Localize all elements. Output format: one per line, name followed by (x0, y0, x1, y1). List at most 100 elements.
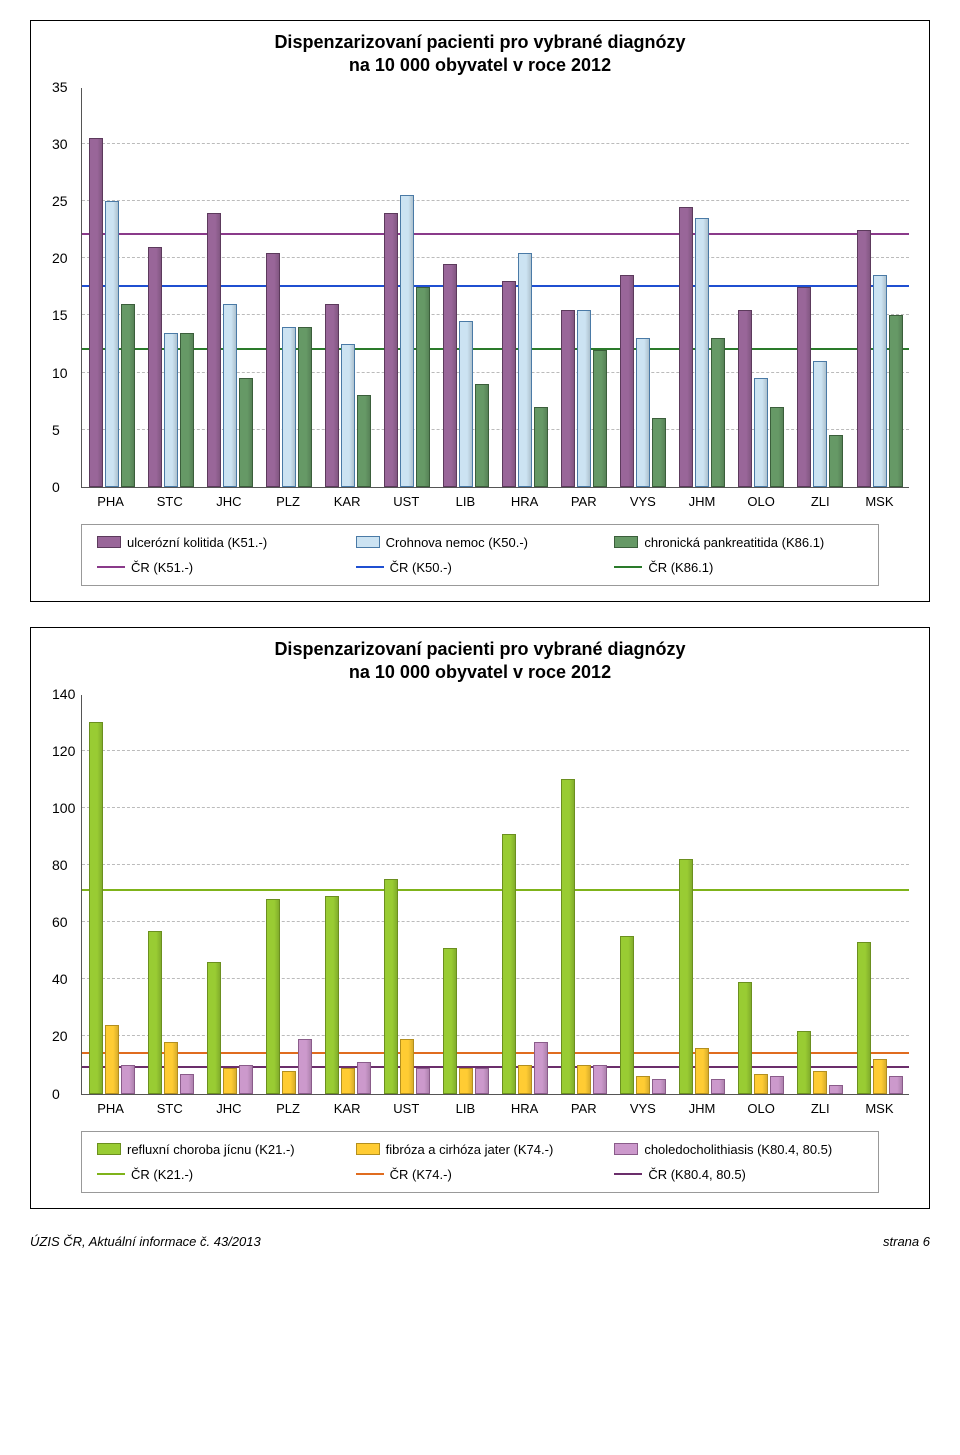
bar (357, 1062, 371, 1093)
bar-group (82, 695, 141, 1094)
bar (577, 1065, 591, 1094)
y-tick-label: 0 (52, 479, 60, 495)
legend-label: choledocholithiasis (K80.4, 80.5) (644, 1142, 832, 1157)
bar (239, 1065, 253, 1094)
y-tick-label: 120 (52, 743, 75, 759)
bar (889, 1076, 903, 1093)
bar (89, 138, 103, 487)
footer-right: strana 6 (883, 1234, 930, 1249)
bar (148, 247, 162, 487)
legend-item: ČR (K50.-) (356, 560, 605, 575)
bar (636, 338, 650, 487)
legend-label: ČR (K86.1) (648, 560, 713, 575)
bar (561, 310, 575, 487)
bar-group (850, 695, 909, 1094)
bar (502, 281, 516, 487)
bar (384, 879, 398, 1093)
legend-swatch-icon (356, 536, 380, 548)
chart-1-title: Dispenzarizovaní pacienti pro vybrané di… (46, 31, 914, 78)
bars-row (82, 695, 909, 1094)
x-tick-label: HRA (495, 1101, 554, 1116)
bar (593, 350, 607, 487)
bar (89, 722, 103, 1093)
chart-1-x-labels: PHASTCJHCPLZKARUSTLIBHRAPARVYSJHMOLOZLIM… (81, 494, 909, 509)
bar-group (555, 88, 614, 487)
bar-group (436, 695, 495, 1094)
legend-item: chronická pankreatitida (K86.1) (614, 535, 863, 550)
legend-label: ulcerózní kolitida (K51.-) (127, 535, 267, 550)
x-tick-label: LIB (436, 1101, 495, 1116)
y-tick-label: 30 (52, 136, 68, 152)
bar (797, 1031, 811, 1094)
bar (282, 1071, 296, 1094)
legend-label: Crohnova nemoc (K50.-) (386, 535, 528, 550)
bar (738, 982, 752, 1093)
legend-label: chronická pankreatitida (K86.1) (644, 535, 824, 550)
y-tick-label: 25 (52, 193, 68, 209)
legend-label: refluxní choroba jícnu (K21.-) (127, 1142, 295, 1157)
chart-2: Dispenzarizovaní pacienti pro vybrané di… (30, 627, 930, 1209)
legend-label: ČR (K21.-) (131, 1167, 193, 1182)
bar-group (496, 88, 555, 487)
x-tick-label: VYS (613, 494, 672, 509)
y-tick-label: 20 (52, 1028, 68, 1044)
bar (164, 333, 178, 487)
bar (341, 344, 355, 487)
legend-item: choledocholithiasis (K80.4, 80.5) (614, 1142, 863, 1157)
bar (829, 435, 843, 486)
bar (873, 275, 887, 486)
bar-group (732, 88, 791, 487)
bar (577, 310, 591, 487)
x-tick-label: UST (377, 494, 436, 509)
bar-group (141, 695, 200, 1094)
page-footer: ÚZIS ČR, Aktuální informace č. 43/2013 s… (30, 1234, 930, 1249)
bar (266, 253, 280, 487)
legend-label: fibróza a cirhóza jater (K74.-) (386, 1142, 554, 1157)
chart-2-plot: 020406080100120140 (81, 695, 909, 1095)
bar (223, 304, 237, 487)
bar (770, 407, 784, 487)
x-tick-label: PHA (81, 494, 140, 509)
bar (679, 859, 693, 1093)
bar-group (614, 88, 673, 487)
bar (266, 899, 280, 1093)
bar-group (259, 695, 318, 1094)
legend-item: ulcerózní kolitida (K51.-) (97, 535, 346, 550)
x-tick-label: PLZ (258, 494, 317, 509)
bar (770, 1076, 784, 1093)
y-tick-label: 10 (52, 365, 68, 381)
y-tick-label: 40 (52, 971, 68, 987)
x-tick-label: MSK (850, 494, 909, 509)
bar-group (791, 695, 850, 1094)
bar (282, 327, 296, 487)
bar (148, 931, 162, 1094)
bar-group (318, 88, 377, 487)
legend-item: ČR (K80.4, 80.5) (614, 1167, 863, 1182)
bar (857, 230, 871, 487)
bar (121, 1065, 135, 1094)
legend-label: ČR (K74.-) (390, 1167, 452, 1182)
bar (695, 218, 709, 487)
legend-line-icon (614, 566, 642, 568)
legend-line-icon (356, 566, 384, 568)
legend-item: Crohnova nemoc (K50.-) (356, 535, 605, 550)
bar (534, 1042, 548, 1093)
bar (443, 948, 457, 1094)
chart-1-title-line2: na 10 000 obyvatel v roce 2012 (349, 55, 611, 75)
bar (857, 942, 871, 1093)
y-tick-label: 15 (52, 307, 68, 323)
x-tick-label: JHC (199, 494, 258, 509)
bar (416, 287, 430, 487)
x-tick-label: OLO (732, 1101, 791, 1116)
chart-1: Dispenzarizovaní pacienti pro vybrané di… (30, 20, 930, 602)
bar (207, 213, 221, 487)
x-tick-label: STC (140, 494, 199, 509)
legend-label: ČR (K50.-) (390, 560, 452, 575)
bar (105, 1025, 119, 1094)
legend-item: ČR (K51.-) (97, 560, 346, 575)
bar (829, 1085, 843, 1094)
chart-2-legend: refluxní choroba jícnu (K21.-) fibróza a … (81, 1131, 879, 1193)
x-tick-label: JHM (672, 1101, 731, 1116)
legend-swatch-icon (97, 1143, 121, 1155)
bar (620, 275, 634, 486)
